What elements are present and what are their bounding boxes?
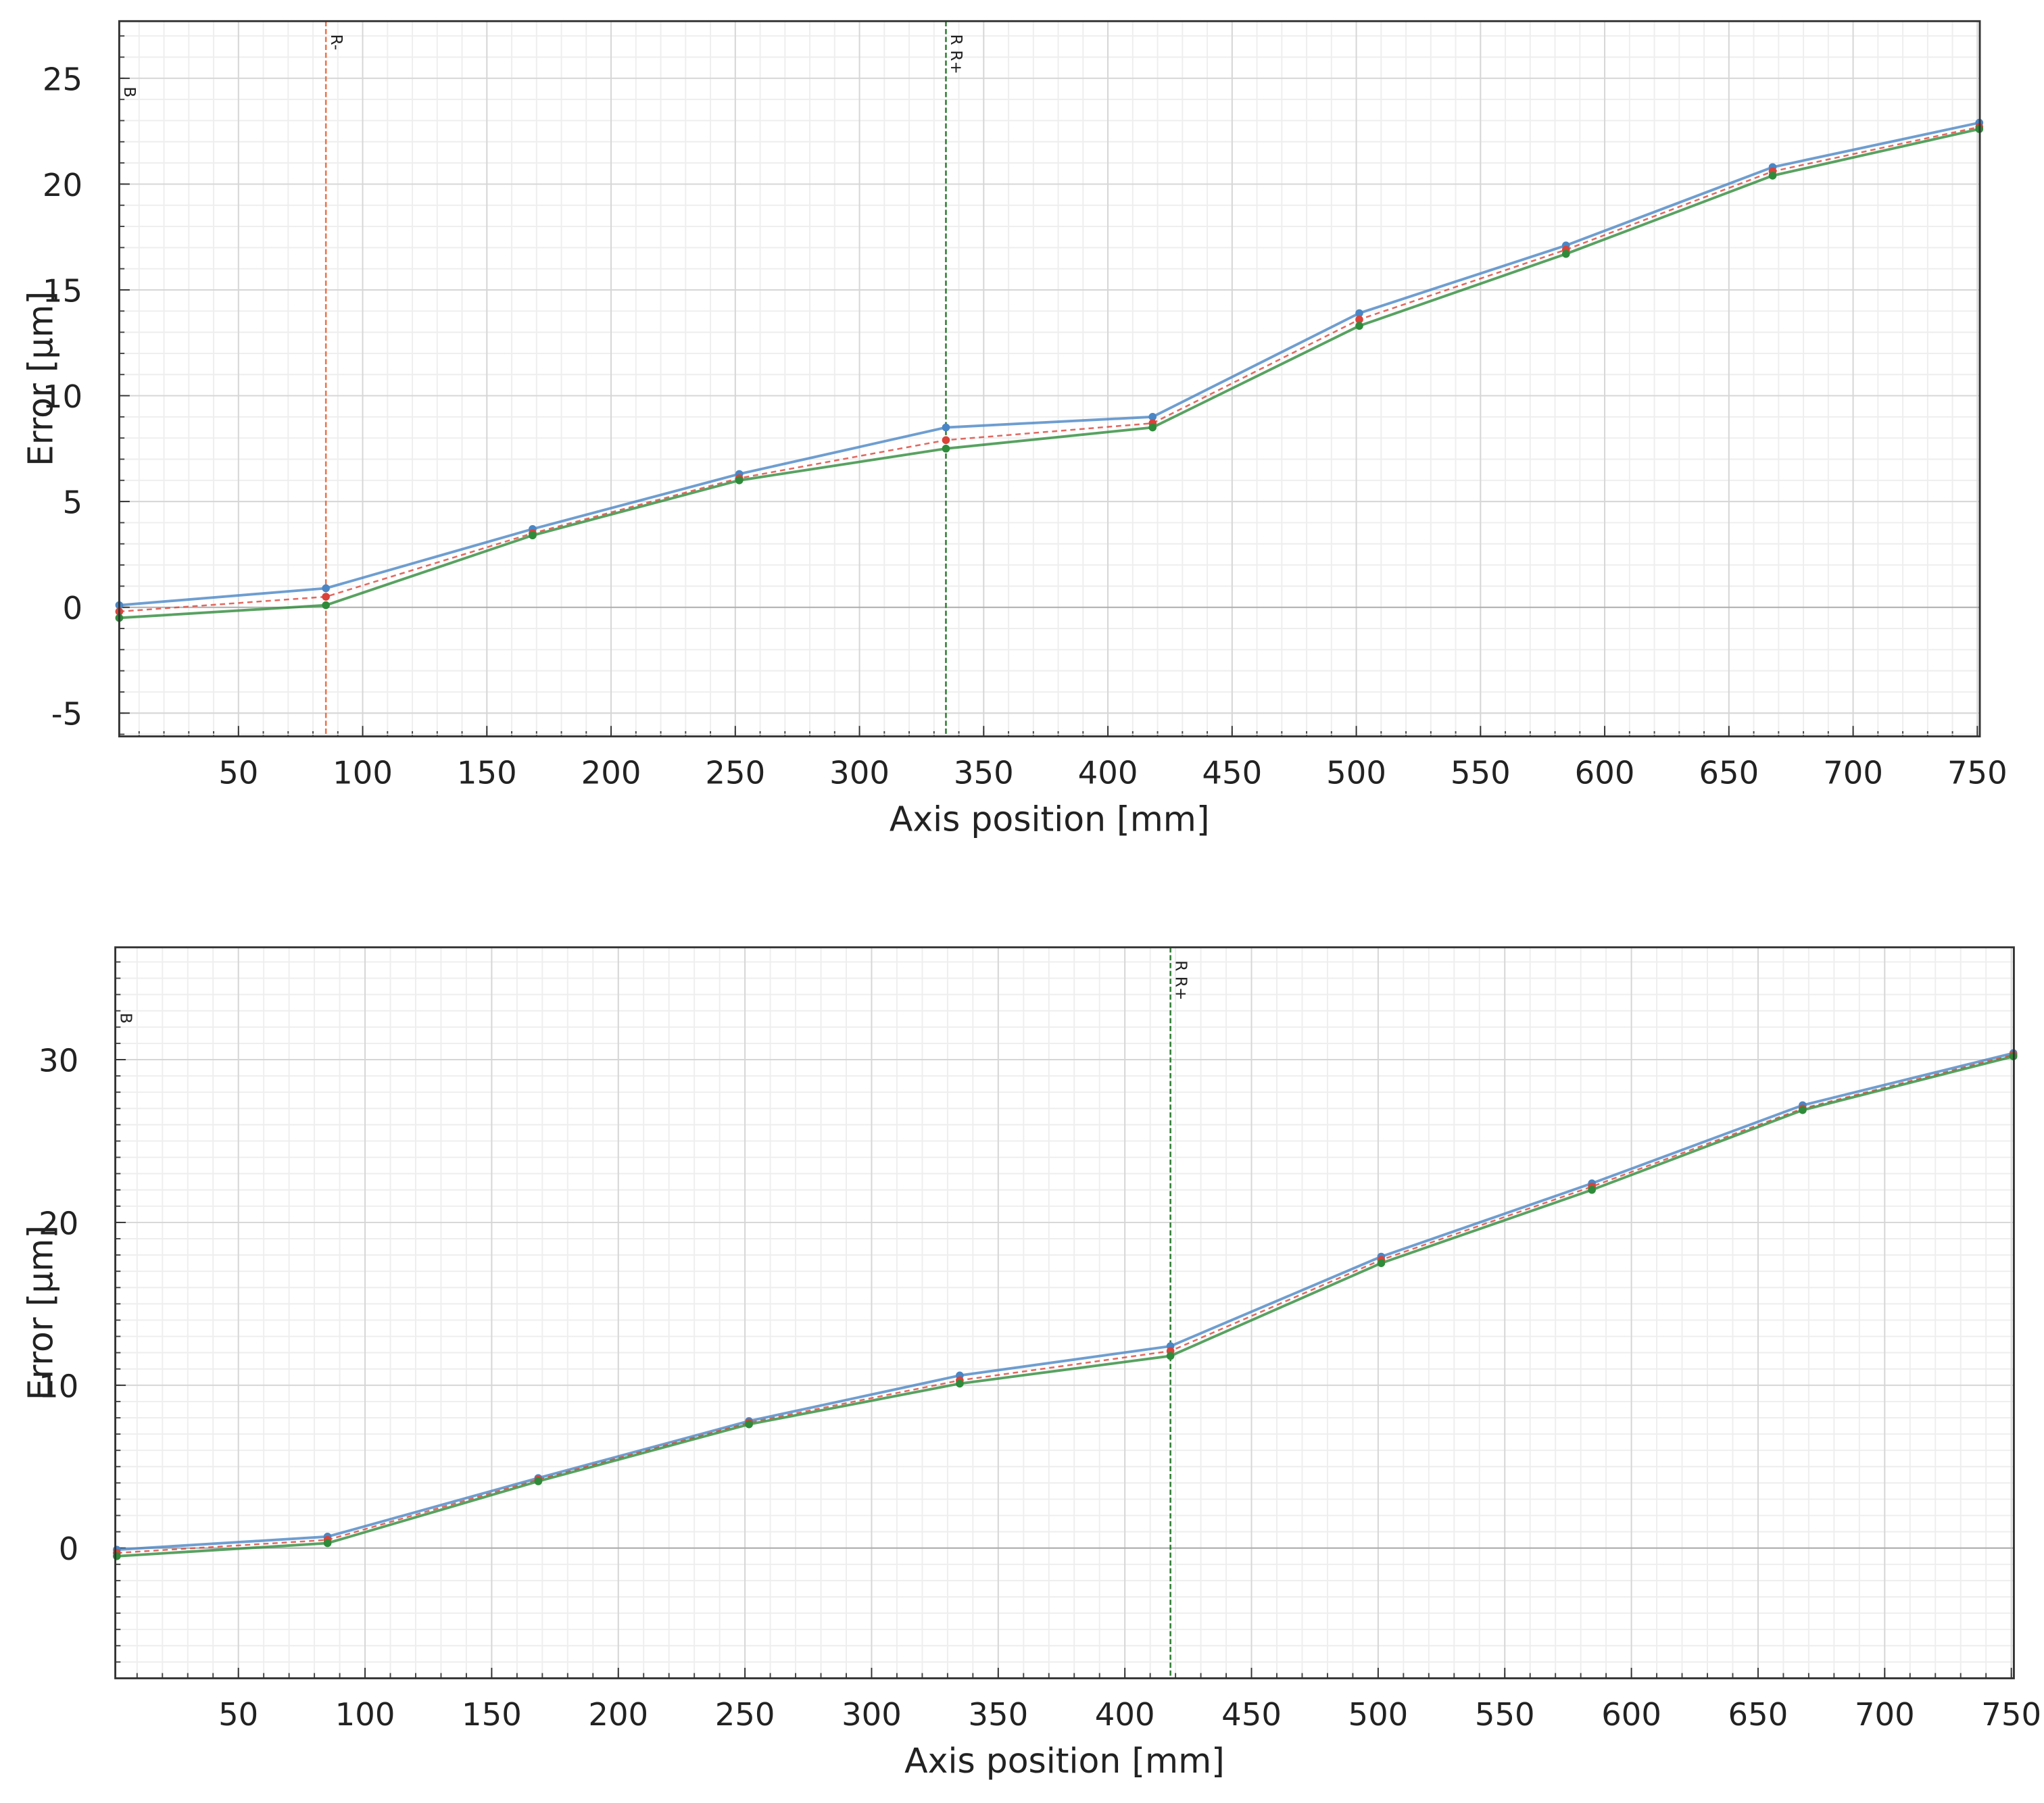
x-tick-label: 600 bbox=[1575, 754, 1635, 791]
series-line bbox=[116, 1055, 2014, 1558]
x-tick-label: 100 bbox=[335, 1696, 395, 1733]
data-point bbox=[1561, 249, 1570, 258]
data-point bbox=[735, 476, 744, 485]
y-tick-label: 10 bbox=[39, 1368, 78, 1404]
data-point bbox=[1377, 1259, 1386, 1267]
y-tick-label: 5 bbox=[63, 485, 83, 521]
y-tick-label: -5 bbox=[51, 696, 82, 733]
data-point bbox=[1355, 309, 1363, 318]
data-point bbox=[956, 1379, 964, 1388]
marker-label: B bbox=[120, 87, 139, 97]
x-tick-label: 500 bbox=[1348, 1696, 1408, 1733]
data-point bbox=[529, 531, 537, 540]
x-tick-label: 250 bbox=[715, 1696, 775, 1733]
marker-label: B bbox=[116, 1013, 135, 1024]
y-tick-label: 10 bbox=[43, 378, 82, 415]
x-tick-label: 550 bbox=[1475, 1696, 1535, 1733]
x-tick-label: 700 bbox=[1855, 1696, 1915, 1733]
x-tick-label: 150 bbox=[457, 754, 517, 791]
x-tick-label: 550 bbox=[1451, 754, 1511, 791]
y-tick-label: 20 bbox=[43, 167, 82, 203]
data-point bbox=[1166, 1352, 1175, 1360]
x-axis-label: Axis position [mm] bbox=[890, 799, 1210, 839]
y-axis-label: Error [µm] bbox=[21, 291, 61, 466]
data-point bbox=[942, 423, 950, 432]
x-tick-label: 750 bbox=[1947, 754, 2008, 791]
x-tick-label: 300 bbox=[842, 1696, 902, 1733]
series-line bbox=[119, 128, 1980, 620]
y-tick-label: 30 bbox=[39, 1042, 78, 1079]
data-point bbox=[1148, 423, 1157, 432]
data-point bbox=[1355, 322, 1363, 330]
x-tick-label: 650 bbox=[1699, 754, 1759, 791]
chart-panel: 50 100 150 200 250 300 350 400 450 500 550 600 650 70… bbox=[21, 20, 2008, 839]
data-point bbox=[1799, 1106, 1807, 1114]
x-tick-label: 200 bbox=[588, 1696, 648, 1733]
y-tick-label: 15 bbox=[43, 272, 82, 309]
x-tick-label: 200 bbox=[581, 754, 641, 791]
y-tick-label: 0 bbox=[63, 590, 83, 626]
x-tick-label: 50 bbox=[218, 754, 258, 791]
data-point bbox=[1588, 1185, 1596, 1194]
data-point bbox=[322, 593, 330, 601]
x-tick-label: 250 bbox=[705, 754, 765, 791]
plot-frame bbox=[118, 20, 1981, 738]
data-point bbox=[1355, 315, 1363, 324]
data-point bbox=[323, 1539, 332, 1548]
data-point bbox=[942, 436, 950, 445]
x-tick-label: 50 bbox=[218, 1696, 258, 1733]
x-tick-label: 450 bbox=[1221, 1696, 1282, 1733]
plot-frame bbox=[114, 946, 2015, 1679]
y-tick-label: 0 bbox=[59, 1531, 79, 1567]
data-point bbox=[322, 584, 330, 593]
data-point bbox=[1768, 172, 1777, 180]
marker-label: R- bbox=[327, 34, 345, 51]
plot-area bbox=[115, 947, 2014, 1679]
plot-area bbox=[119, 21, 1980, 737]
marker-label: R R+ bbox=[1171, 960, 1190, 1000]
data-point bbox=[942, 445, 950, 453]
x-tick-label: 350 bbox=[968, 1696, 1028, 1733]
y-axis-label: Error [µm] bbox=[21, 1225, 61, 1400]
x-tick-label: 400 bbox=[1078, 754, 1138, 791]
x-tick-label: 100 bbox=[333, 754, 393, 791]
data-point bbox=[1148, 413, 1157, 421]
y-tick-label: 20 bbox=[39, 1205, 78, 1241]
x-axis-label: Axis position [mm] bbox=[904, 1741, 1225, 1781]
x-tick-label: 450 bbox=[1202, 754, 1262, 791]
x-tick-label: 350 bbox=[954, 754, 1014, 791]
x-tick-label: 750 bbox=[1981, 1696, 2041, 1733]
x-tick-label: 400 bbox=[1095, 1696, 1155, 1733]
data-point bbox=[745, 1420, 753, 1429]
x-tick-label: 150 bbox=[462, 1696, 522, 1733]
y-tick-label: 25 bbox=[43, 61, 82, 97]
chart-panel: 50 100 150 200 250 300 350 400 450 500 550 600 650 70… bbox=[21, 946, 2041, 1781]
x-tick-label: 700 bbox=[1823, 754, 1883, 791]
data-point bbox=[113, 1552, 121, 1560]
x-tick-label: 500 bbox=[1326, 754, 1386, 791]
series-line bbox=[116, 1052, 2014, 1552]
series-line bbox=[119, 121, 1980, 607]
marker-label: R R+ bbox=[947, 34, 965, 74]
data-point bbox=[534, 1477, 543, 1485]
x-tick-label: 600 bbox=[1601, 1696, 1661, 1733]
x-tick-label: 300 bbox=[829, 754, 890, 791]
series-line bbox=[119, 126, 1980, 613]
x-tick-label: 650 bbox=[1728, 1696, 1788, 1733]
data-point bbox=[322, 601, 330, 610]
